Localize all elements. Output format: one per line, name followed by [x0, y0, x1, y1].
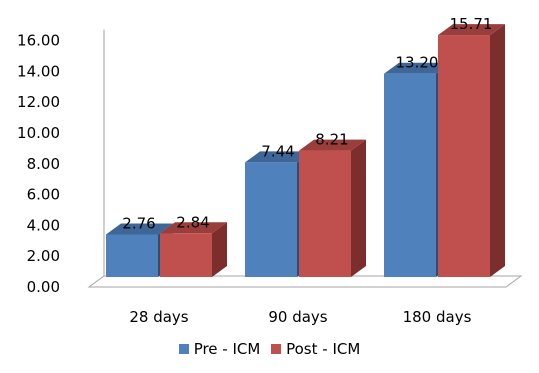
x-category-label: 180 days: [403, 308, 472, 326]
y-tick-label: 0.00: [27, 278, 60, 296]
y-tick-label: 4.00: [27, 216, 60, 234]
x-category-label: 28 days: [129, 308, 188, 326]
bar-side: [490, 24, 505, 278]
legend-item-pre-icm: Pre - ICM: [178, 340, 261, 358]
bar-pre-icm: [106, 234, 158, 277]
legend-swatch-pre-icm: [178, 344, 189, 354]
bar-post-icm: [438, 35, 490, 278]
data-label: 7.44: [261, 142, 294, 160]
bar-top: [106, 223, 173, 235]
data-label: 15.71: [450, 15, 493, 33]
data-label: 8.21: [315, 131, 348, 149]
bar-post-icm: [160, 233, 212, 277]
bar-top: [245, 151, 312, 163]
bar-post-icm: [299, 150, 351, 277]
legend-swatch-post-icm: [271, 344, 282, 354]
y-tick-label: 8.00: [27, 155, 60, 173]
chart-floor: [87, 275, 523, 288]
bar-top: [438, 24, 505, 36]
x-category-label: 90 days: [268, 308, 327, 326]
bar-top: [299, 139, 366, 151]
bar-top: [384, 62, 451, 74]
legend-label-post-icm: Post - ICM: [286, 340, 361, 358]
y-tick-label: 2.00: [27, 247, 60, 265]
y-tick-label: 10.00: [17, 124, 60, 142]
bar-pre-icm: [245, 162, 297, 277]
legend: Pre - ICM Post - ICM: [0, 340, 539, 358]
y-tick-label: 14.00: [17, 62, 60, 80]
legend-label-pre-icm: Pre - ICM: [193, 340, 261, 358]
data-label: 2.76: [122, 214, 155, 232]
bar-side: [212, 222, 227, 277]
data-label: 2.84: [176, 213, 209, 231]
bar-side: [351, 139, 366, 277]
y-tick-label: 6.00: [27, 186, 60, 204]
bar-top: [160, 222, 227, 234]
y-tick-label: 12.00: [17, 93, 60, 111]
bar-pre-icm: [384, 73, 436, 277]
data-label: 13.20: [396, 54, 439, 72]
legend-item-post-icm: Post - ICM: [271, 340, 360, 358]
y-tick-label: 16.00: [17, 32, 60, 50]
